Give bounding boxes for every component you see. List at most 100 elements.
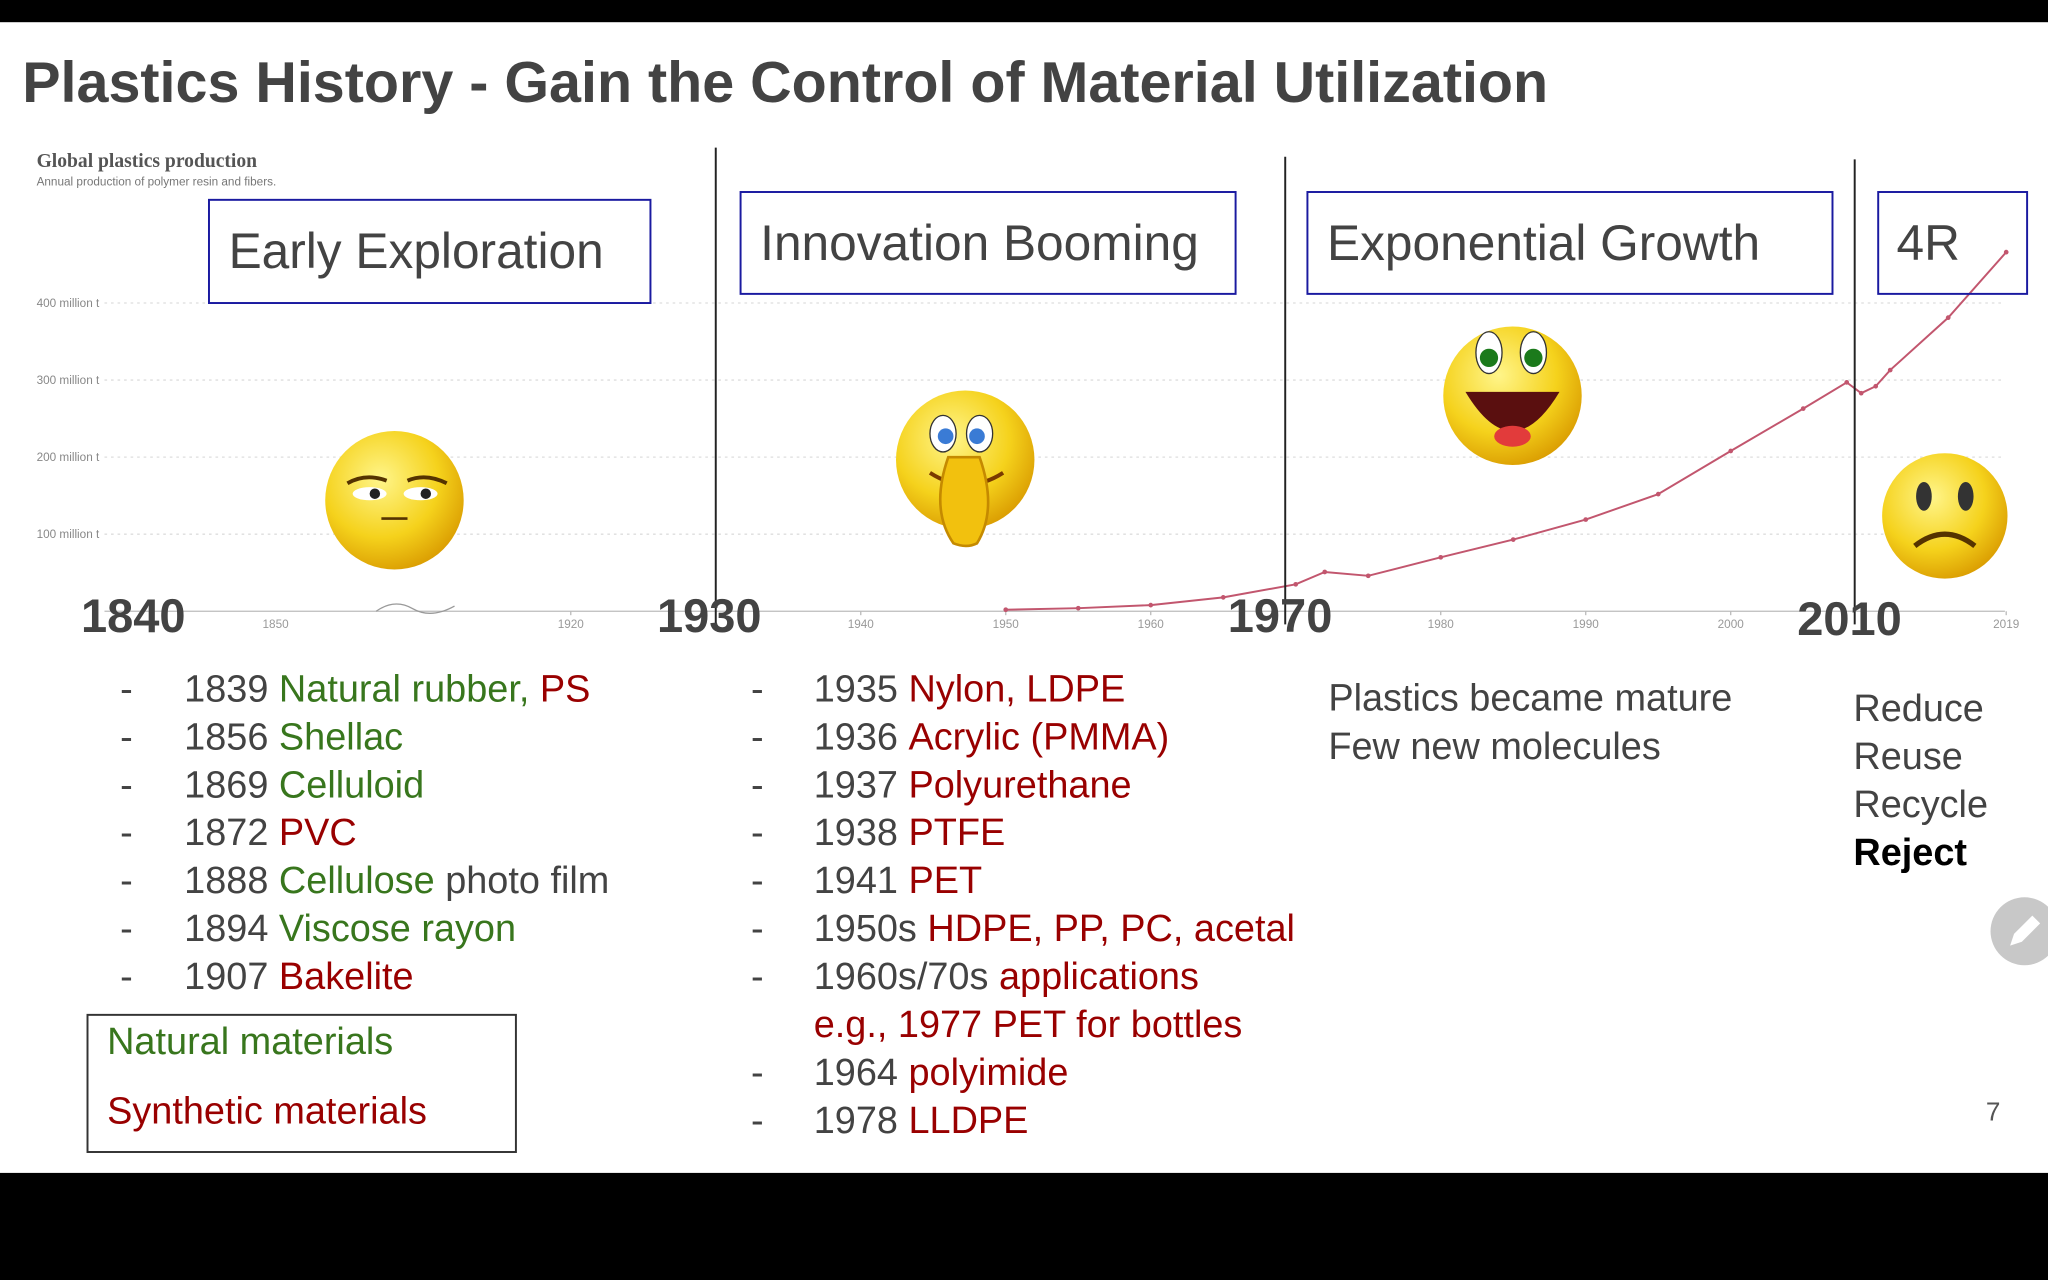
list-item: 1936 Acrylic (PMMA) (814, 716, 1170, 758)
bullet-dash: - (751, 716, 764, 758)
list-item: 1938 PTFE (814, 812, 1006, 854)
list-early: - 1839 Natural rubber, PS - 1856 Shellac - 18… (120, 668, 609, 998)
axis-break (375, 603, 455, 614)
bullet-dash: - (120, 956, 133, 998)
four-r-item: Reuse (1853, 736, 1962, 778)
era-year: 2010 (1797, 592, 1902, 645)
legend: Natural materials Synthetic materials (86, 1013, 517, 1153)
legend-box (86, 1013, 517, 1153)
item-part: Cellulose (279, 860, 435, 902)
data-point (2003, 249, 2009, 255)
bullet-dash: - (751, 764, 764, 806)
data-point (1887, 367, 1893, 373)
item-part: polyimide (908, 1052, 1068, 1094)
data-point (1945, 315, 1951, 321)
item-part: 1839 (184, 668, 268, 710)
data-point (1800, 406, 1806, 411)
bullet-dash: - (751, 1052, 764, 1094)
edit-icon (2010, 915, 2041, 946)
data-point (1873, 383, 1879, 389)
item-part: 1936 (814, 716, 898, 758)
chart-title: Global plastics production (37, 151, 258, 172)
item-part: 1907 (184, 956, 268, 998)
data-point (1655, 491, 1661, 497)
four-r-item: Reduce (1853, 688, 1984, 730)
bullet-dash: - (120, 908, 133, 950)
era-box (739, 191, 1237, 295)
four-r-item: Reject (1853, 832, 1967, 874)
bullet-dash: - (751, 956, 764, 998)
item-part: 1937 (814, 764, 898, 806)
bullet-dash: - (120, 812, 133, 854)
emoji-sad (1882, 453, 2008, 579)
page-number: 7 (1986, 1097, 2001, 1127)
bullet-dash: - (751, 1100, 764, 1142)
list-item: 1978 LLDPE (814, 1100, 1029, 1142)
bullet-dash: - (120, 716, 133, 758)
data-point (1728, 448, 1734, 454)
item-part: 1950s (814, 908, 917, 950)
data-point (1148, 602, 1154, 608)
growth-note: Few new molecules (1328, 726, 1660, 768)
list-item: 1888 Cellulose photo film (184, 860, 609, 902)
era-dividers (714, 147, 1856, 625)
era-heading: 4R (1896, 215, 1959, 271)
item-part: 1978 (814, 1100, 898, 1142)
data-point (1220, 595, 1226, 600)
era-heading: Exponential Growth (1327, 215, 1760, 271)
list-item: 1894 Viscose rayon (184, 908, 516, 950)
item-part: PTFE (908, 812, 1005, 854)
bullet-dash: - (751, 860, 764, 902)
data-point (1322, 569, 1328, 575)
list-item: 1937 Polyurethane (814, 764, 1132, 806)
x-tick-label: 2000 (1718, 618, 1745, 631)
item-part: 1888 (184, 860, 268, 902)
item-part: Shellac (279, 716, 403, 758)
item-part: Natural rubber, (279, 668, 529, 710)
item-part: Bakelite (279, 956, 414, 998)
era-heading: Innovation Booming (760, 215, 1199, 271)
emoji-unamused (325, 431, 464, 570)
list-item: 1935 Nylon, LDPE (814, 668, 1126, 710)
list-item: 1869 Celluloid (184, 764, 424, 806)
edit-button[interactable] (1990, 897, 2048, 966)
item-part: PET (908, 860, 982, 902)
item-part: Celluloid (279, 764, 424, 806)
y-tick-label: 200 million t (37, 451, 100, 464)
data-point (1844, 380, 1850, 385)
bullet-dash: - (120, 764, 133, 806)
data-point (1365, 573, 1371, 579)
item-part: Polyurethane (908, 764, 1131, 806)
x-tick-label: 2019 (1993, 618, 2019, 631)
bullet-dash: - (751, 908, 764, 950)
era-box (1877, 191, 2029, 295)
list-item: 1964 polyimide (814, 1052, 1069, 1094)
item-part: 1872 (184, 812, 268, 854)
legend-natural: Natural materials (107, 1021, 393, 1063)
list-item: e.g., 1977 PET for bottles (814, 1004, 1243, 1046)
legend-synthetic: Synthetic materials (107, 1090, 427, 1132)
list-item: 1856 Shellac (184, 716, 403, 758)
y-tick-label: 400 million t (37, 297, 100, 310)
list-item: 1839 Natural rubber, PS (184, 668, 590, 710)
bullet-dash: - (751, 668, 764, 710)
y-tick-label: 300 million t (37, 374, 100, 387)
slide-title: Plastics History - Gain the Control of M… (22, 51, 1548, 115)
x-tick-label: 1990 (1573, 618, 1600, 631)
growth-notes: Plastics became mature Few new molecules (1328, 678, 1732, 768)
data-point (1858, 390, 1864, 396)
bullet-dash: - (120, 668, 133, 710)
four-r-item: Recycle (1853, 784, 1988, 826)
x-tick-label: 1920 (558, 618, 585, 631)
data-point (1075, 605, 1081, 611)
item-part: HDPE, PP, PC, acetal (927, 908, 1295, 950)
list-item: 1907 Bakelite (184, 956, 413, 998)
x-tick-label: 1960 (1138, 618, 1165, 631)
emoji-laughing (1443, 326, 1582, 465)
x-tick-label: 1940 (848, 618, 875, 631)
item-part: PVC (279, 812, 357, 854)
era-year: 1970 (1228, 589, 1333, 642)
list-item: 1960s/70s applications (814, 956, 1199, 998)
item-part: 1960s/70s (814, 956, 989, 998)
